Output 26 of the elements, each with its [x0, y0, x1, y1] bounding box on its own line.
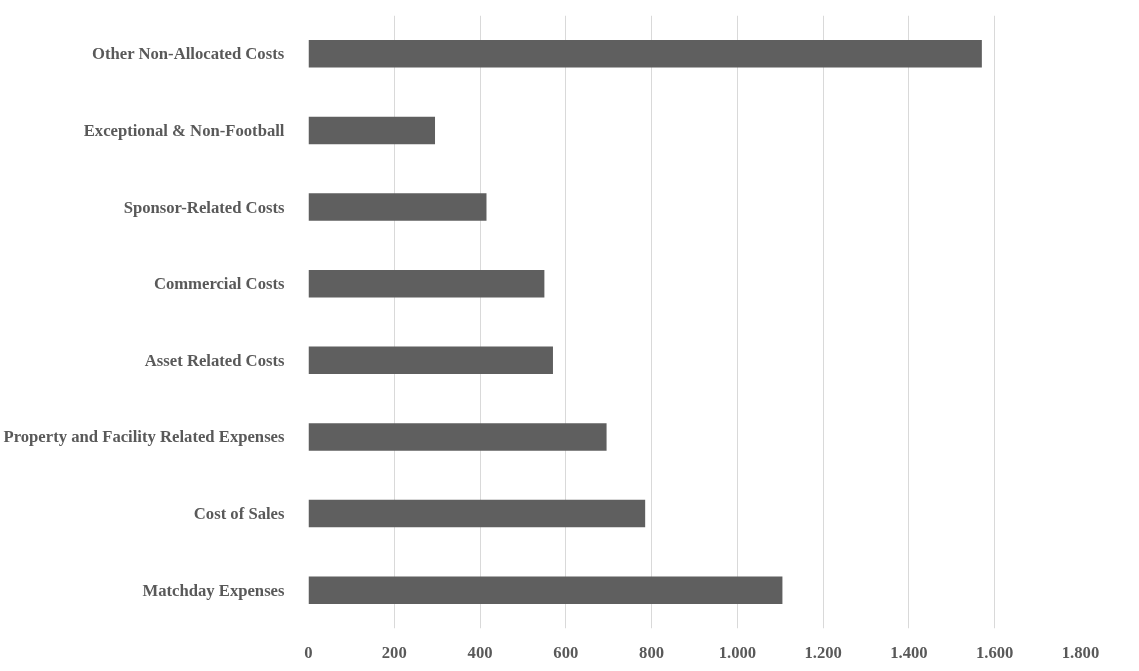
bar	[308, 423, 607, 451]
bar	[308, 346, 553, 375]
y-tick-label: Other Non-Allocated Costs	[92, 44, 285, 64]
bar	[308, 116, 436, 145]
bar	[308, 499, 646, 528]
y-tick-label: Matchday Expenses	[142, 580, 286, 600]
x-tick-label: 400	[467, 642, 493, 662]
y-tick-label: Exceptional & Non-Football	[83, 120, 285, 140]
y-tick-label: Asset Related Costs	[144, 350, 286, 370]
x-tick-label: 1.400	[890, 642, 928, 662]
x-tick-label: 200	[381, 642, 407, 662]
bar	[308, 576, 783, 604]
x-tick-label: 1.000	[718, 642, 757, 662]
bar	[308, 193, 487, 221]
x-tick-label: 1.200	[804, 642, 842, 662]
x-tick-label: 1.800	[1061, 642, 1100, 662]
x-tick-label: 1.600	[975, 642, 1014, 662]
bar	[308, 40, 982, 68]
x-tick-label: 0	[304, 642, 313, 662]
x-tick-label: 800	[639, 642, 665, 662]
bar	[308, 269, 545, 298]
y-tick-label: Commercial Costs	[153, 274, 286, 294]
y-tick-label: Property and Facility Related Expenses	[3, 427, 286, 447]
y-tick-label: Cost of Sales	[193, 504, 286, 524]
y-tick-label: Sponsor-Related Costs	[123, 197, 286, 217]
x-tick-label: 600	[553, 642, 579, 662]
